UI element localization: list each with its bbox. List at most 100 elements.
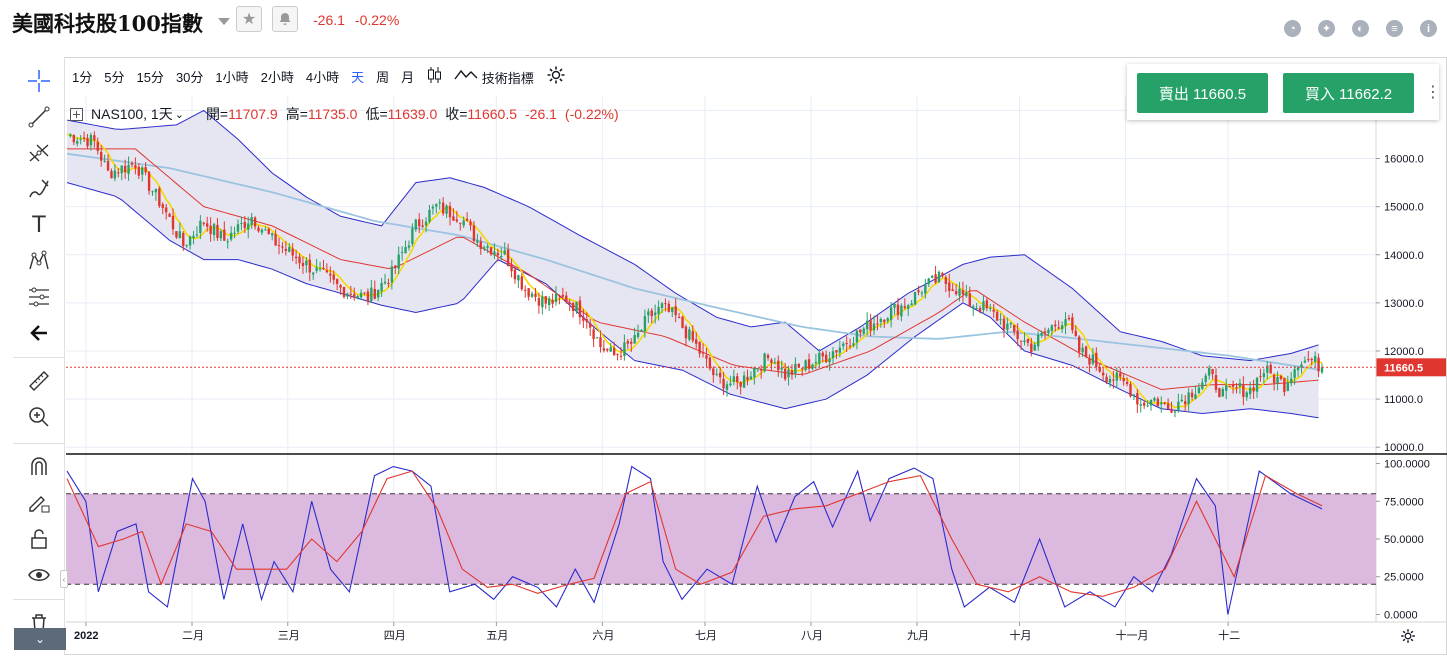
candle-body — [1242, 384, 1245, 397]
candle-body — [756, 368, 759, 370]
candle-body — [141, 167, 144, 175]
candle-body — [373, 288, 376, 299]
info-icon[interactable]: i — [1420, 20, 1437, 37]
candle-body — [236, 224, 240, 232]
time-axis-label: 十二 — [1218, 628, 1240, 642]
pie-icon[interactable]: ◔ — [1284, 20, 1301, 37]
candle-type-button[interactable] — [420, 66, 448, 87]
candle-body — [736, 376, 739, 383]
fork-tool[interactable] — [25, 139, 53, 167]
candle-body — [551, 299, 554, 304]
text-tool[interactable]: T — [25, 211, 53, 239]
candle-body — [199, 220, 202, 233]
sell-button[interactable]: 賣出 11660.5 — [1137, 73, 1268, 113]
candle-body — [1279, 375, 1283, 380]
interval-1mo[interactable]: 月 — [401, 70, 415, 85]
candle-body — [99, 151, 103, 161]
candle-body — [144, 167, 147, 173]
candle-body — [356, 296, 359, 299]
brush-tool[interactable] — [25, 175, 53, 203]
candle-body — [821, 352, 824, 357]
stochastic-k-line — [66, 465, 1323, 615]
crosshair-tool[interactable] — [25, 67, 53, 95]
candle-body — [1194, 394, 1197, 400]
pattern-tool[interactable] — [25, 247, 53, 275]
indicators-button[interactable]: 技術指標 — [448, 67, 540, 87]
candle-body — [462, 220, 465, 226]
toolbar-collapse-button[interactable]: ⌄ — [14, 628, 66, 650]
settings-button[interactable] — [540, 65, 572, 88]
open-label: 開= — [205, 106, 229, 122]
candle-body — [838, 347, 842, 353]
candle-body — [636, 332, 640, 337]
interval-30m[interactable]: 30分 — [175, 70, 204, 85]
candle-body — [903, 306, 907, 308]
interval-4h[interactable]: 4小時 — [305, 70, 340, 85]
candle-body — [291, 248, 294, 256]
candle-body — [219, 231, 223, 239]
candle-body — [1023, 340, 1026, 343]
alert-button[interactable] — [272, 6, 298, 32]
interval-2h[interactable]: 2小時 — [260, 70, 294, 85]
candle-body — [787, 369, 790, 378]
candle-body — [968, 293, 971, 307]
expand-icon[interactable] — [70, 107, 83, 121]
candle-body — [1276, 377, 1279, 384]
time-axis-settings[interactable] — [1400, 628, 1416, 649]
header-tools: ◔ ✦ ◐ ≡ i — [1284, 20, 1437, 37]
candle-body — [117, 172, 120, 174]
interval-1m[interactable]: 1分 — [72, 70, 93, 85]
candlestick-icon — [428, 67, 442, 83]
price-axis-label: 10000.0 — [1384, 442, 1424, 454]
star-button[interactable]: ★ — [236, 6, 262, 32]
trend-line-tool[interactable] — [25, 103, 53, 131]
candle-body — [797, 363, 800, 368]
interval-1d[interactable]: 天 — [351, 70, 365, 85]
buy-button[interactable]: 買入 11662.2 — [1283, 73, 1414, 113]
interval-1w[interactable]: 周 — [376, 70, 390, 85]
candle-body — [489, 247, 493, 255]
candle-body — [575, 301, 578, 312]
ruler-tool[interactable] — [25, 367, 53, 395]
fork-icon — [29, 144, 49, 162]
candle-body — [568, 302, 571, 304]
lock-drawing-tool[interactable] — [25, 489, 53, 517]
panel-menu-icon[interactable]: ⋮ — [1425, 84, 1441, 101]
back-tool[interactable] — [25, 319, 53, 347]
magnet-tool[interactable] — [25, 453, 53, 481]
candle-body — [705, 355, 708, 359]
candle-body — [920, 292, 924, 294]
projection-tool[interactable] — [25, 283, 53, 311]
candle-body — [647, 311, 650, 316]
interval-5m[interactable]: 5分 — [104, 70, 125, 85]
candle-body — [1016, 330, 1019, 340]
candle-body — [900, 305, 903, 317]
symbol-dropdown-icon[interactable] — [218, 18, 230, 25]
gauge-icon[interactable]: ◐ — [1352, 20, 1369, 37]
candle-body — [1153, 398, 1156, 401]
candle-body — [1101, 372, 1105, 376]
stochastic-d-line — [66, 470, 1323, 597]
candle-body — [79, 138, 82, 140]
interval-15m[interactable]: 15分 — [136, 70, 164, 85]
candle-body — [978, 308, 982, 312]
legend-symbol[interactable]: NAS100, 1天 — [91, 106, 173, 122]
candle-body — [1245, 392, 1248, 398]
ohlc-legend: NAS100, 1天 ⌄ 開= 11707.9 高= 11735.0 低= 11639… — [70, 104, 619, 124]
candle-body — [455, 219, 459, 222]
candle-body — [503, 250, 506, 255]
visibility-tool[interactable] — [25, 561, 53, 589]
chevron-down-icon[interactable]: ⌄ — [174, 108, 184, 121]
unlock-tool[interactable] — [25, 525, 53, 553]
candle-body — [773, 362, 777, 364]
time-axis-label: 三月 — [278, 630, 300, 642]
news-icon[interactable]: ≡ — [1386, 20, 1403, 37]
compass-icon[interactable]: ✦ — [1318, 20, 1335, 37]
candle-body — [424, 221, 428, 226]
candle-body — [1074, 330, 1077, 337]
zoom-tool[interactable] — [25, 403, 53, 431]
interval-1h[interactable]: 1小時 — [215, 70, 249, 85]
candle-body — [859, 329, 862, 333]
panel-resize-handle[interactable]: ‹ — [60, 570, 68, 588]
